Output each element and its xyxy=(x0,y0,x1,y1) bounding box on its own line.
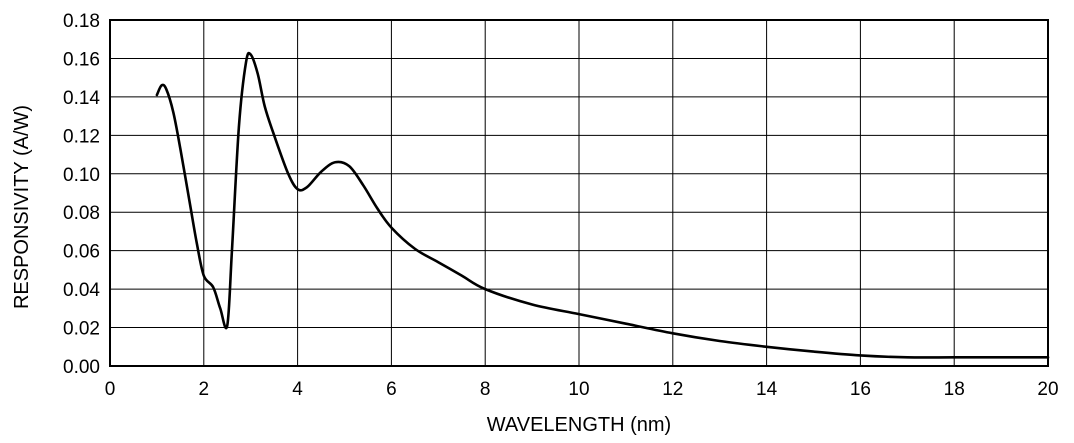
x-tick-label: 16 xyxy=(850,379,871,400)
x-tick-label: 18 xyxy=(944,379,965,400)
y-tick-label: 0.12 xyxy=(63,126,100,147)
x-tick-label: 4 xyxy=(292,379,303,400)
y-tick-label: 0.18 xyxy=(63,11,100,32)
x-tick-labels: 0 2 4 6 8 10 12 14 16 18 20 xyxy=(105,379,1059,400)
y-tick-label: 0.10 xyxy=(63,165,100,186)
x-tick-label: 10 xyxy=(568,379,589,400)
x-tick-label: 14 xyxy=(756,379,778,400)
responsivity-series-line xyxy=(155,51,1050,359)
x-tick-label: 12 xyxy=(662,379,683,400)
series-layer xyxy=(155,51,1050,359)
y-tick-label: 0.04 xyxy=(63,280,100,301)
x-tick-label: 20 xyxy=(1037,379,1058,400)
y-tick-label: 0.06 xyxy=(63,242,100,263)
y-tick-label: 0.14 xyxy=(63,88,100,109)
y-axis-title: RESPONSIVITY (A/W) xyxy=(11,105,33,309)
x-tick-label: 0 xyxy=(105,379,116,400)
x-tick-label: 6 xyxy=(386,379,397,400)
y-tick-label: 0.02 xyxy=(63,319,100,340)
y-tick-labels: 0.00 0.02 0.04 0.06 0.08 0.10 0.12 0.14 0.16 0.18 xyxy=(63,11,100,378)
y-tick-label: 0.00 xyxy=(63,357,100,378)
x-tick-label: 2 xyxy=(199,379,210,400)
x-tick-label: 8 xyxy=(480,379,491,400)
plot-frame xyxy=(109,19,1049,367)
y-tick-label: 0.16 xyxy=(63,49,100,70)
y-tick-label: 0.08 xyxy=(63,203,100,224)
x-axis-title: WAVELENGTH (nm) xyxy=(487,414,671,436)
